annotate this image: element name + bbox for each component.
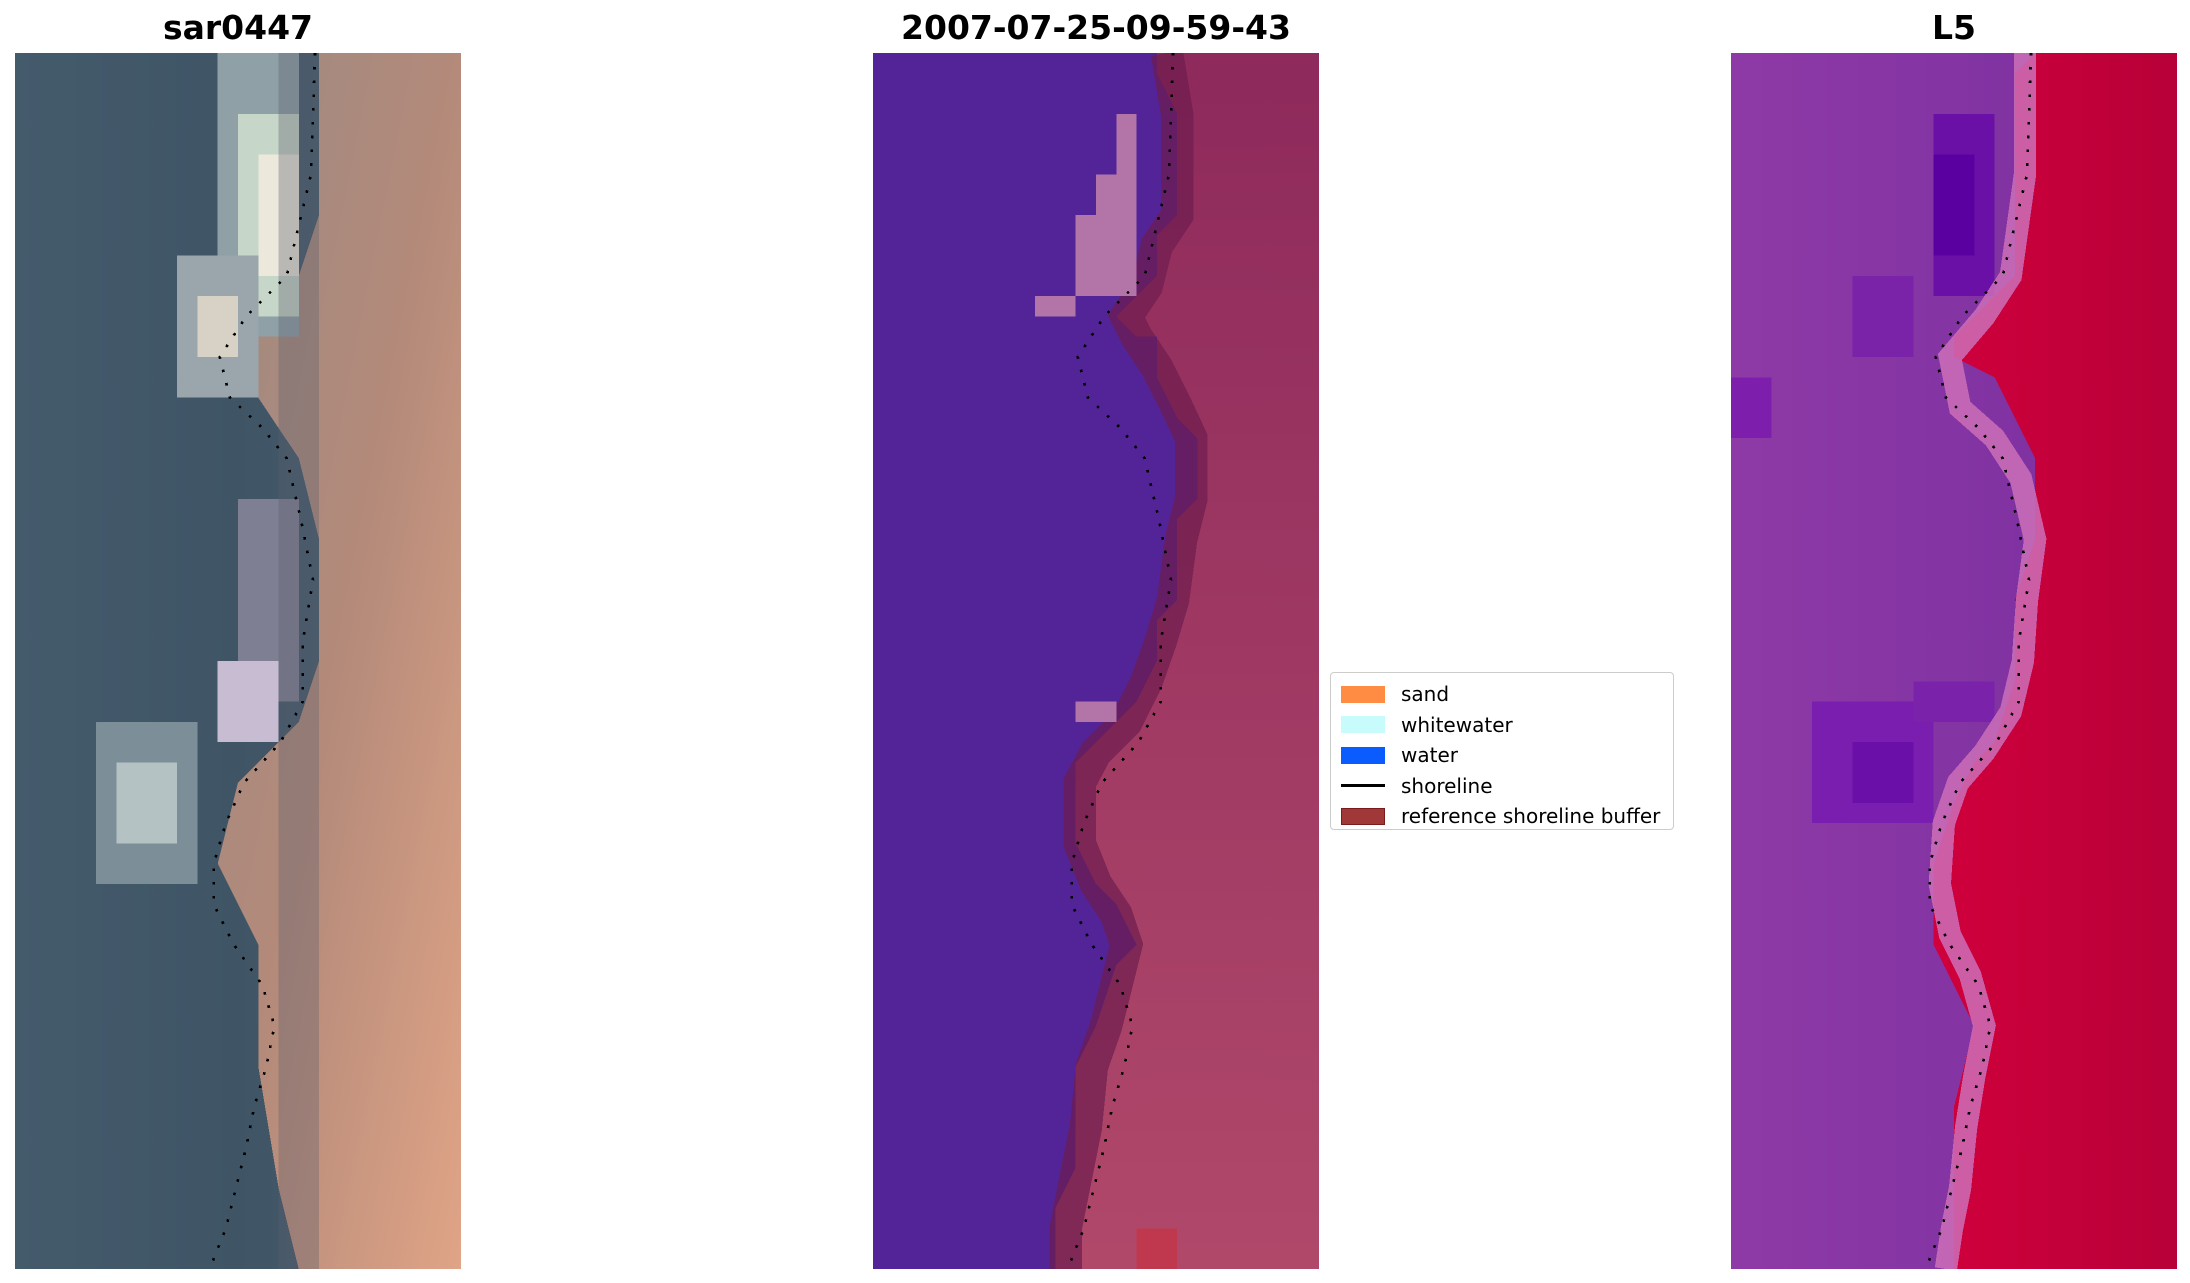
legend-item-sand: sand [1341, 679, 1663, 710]
index-image-panel [1731, 53, 2177, 1269]
panel-title-classified: 2007-07-25-09-59-43 [901, 8, 1291, 47]
shoreline-index [1924, 53, 2033, 1269]
classified-image-panel [873, 53, 1319, 1269]
shoreline-rgb [208, 53, 317, 1269]
legend-label-reference-buffer: reference shoreline buffer [1401, 804, 1661, 829]
panel-title-index: L5 [1932, 8, 1976, 47]
whitewater-swatch [1341, 716, 1385, 734]
legend-item-whitewater: whitewater [1341, 710, 1663, 741]
reference-buffer-swatch [1341, 807, 1385, 825]
shoreline-line-swatch [1341, 784, 1385, 788]
rgb-image-panel [15, 53, 461, 1269]
legend-label-whitewater: whitewater [1401, 712, 1513, 737]
classified-image [873, 53, 1319, 1269]
legend-label-shoreline: shoreline [1401, 773, 1493, 798]
panel-title-rgb: sar0447 [162, 8, 314, 47]
legend-label-water: water [1401, 743, 1458, 768]
water-swatch [1341, 746, 1385, 764]
index-image [1731, 53, 2177, 1269]
legend-label-sand: sand [1401, 682, 1450, 707]
legend-item-reference-buffer: reference shoreline buffer [1341, 801, 1663, 832]
sand-swatch [1341, 685, 1385, 703]
legend-item-water: water [1341, 740, 1663, 771]
legend-item-shoreline: shoreline [1341, 771, 1663, 802]
rgb-image [15, 53, 461, 1269]
legend: sand whitewater water shoreline referenc… [1330, 672, 1674, 830]
shoreline-classified [1066, 53, 1175, 1269]
